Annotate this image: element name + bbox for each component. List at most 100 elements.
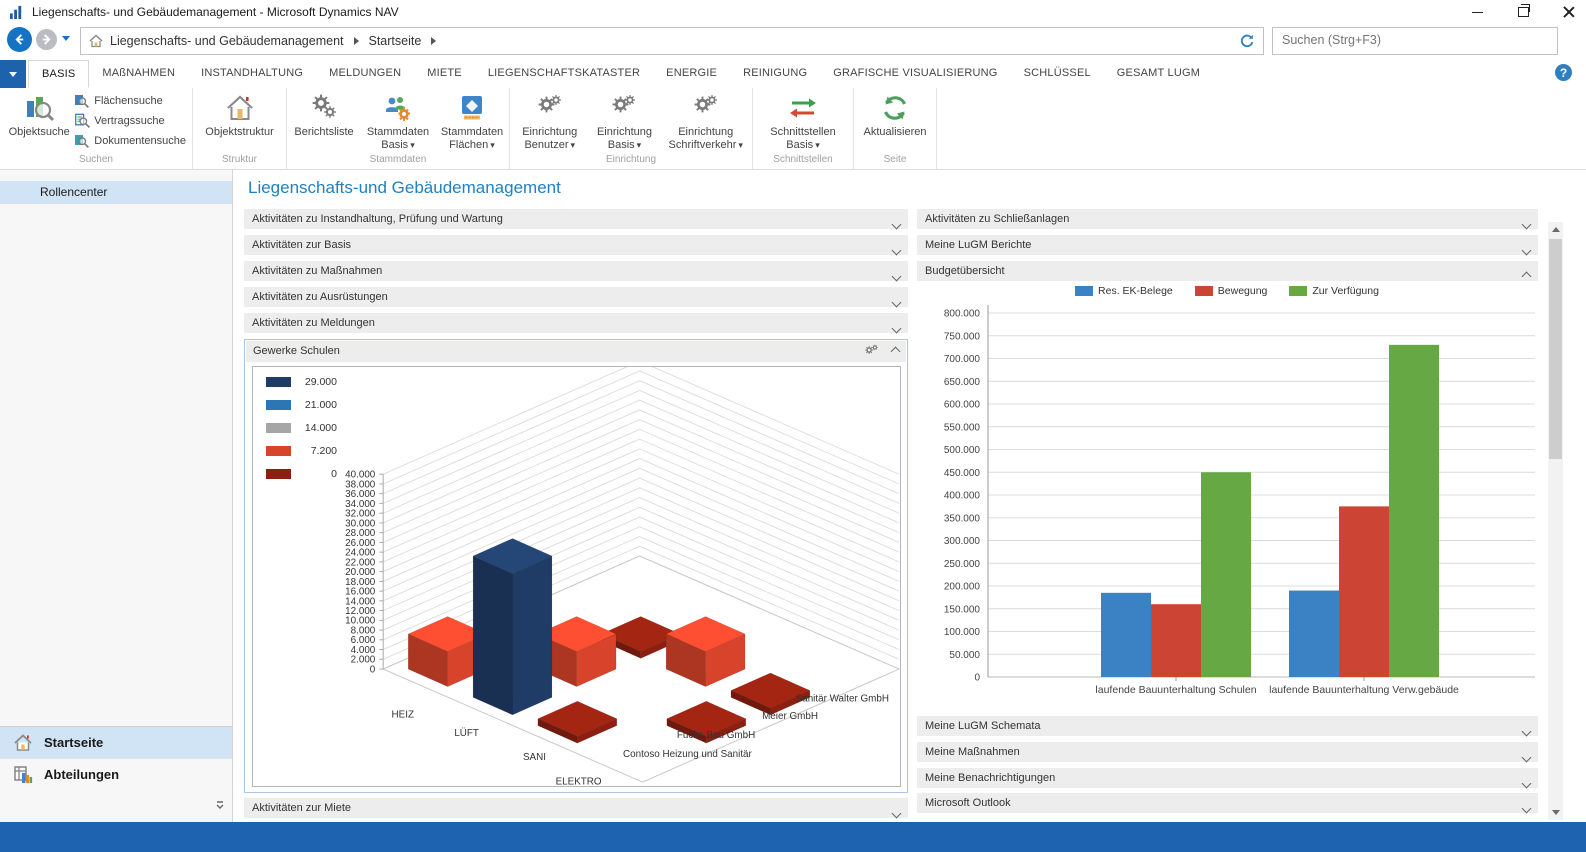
section-miete[interactable]: Aktivitäten zur Miete [244, 798, 908, 819]
chevron-down-icon [1521, 803, 1532, 814]
refresh-icon [880, 92, 910, 124]
tab-reinigung[interactable]: REINIGUNG [743, 67, 808, 79]
einrichtung-benutzer-button[interactable]: Einrichtung Benutzer [516, 90, 583, 154]
objektstruktur-button[interactable]: Objektstruktur [201, 90, 277, 141]
close-button[interactable] [1560, 3, 1578, 21]
back-button[interactable] [7, 27, 32, 52]
tab-massnahmen[interactable]: MAßNAHMEN [102, 67, 176, 79]
gewerke-schulen-chart: 29.000 21.000 14.000 7.200 0 0 2.000 4.000… [252, 366, 901, 787]
tab-meldungen[interactable]: MELDUNGEN [329, 67, 402, 79]
stammdaten-flaechen-button[interactable]: Stammdaten Flächen [439, 90, 505, 154]
svg-text:Meier GmbH: Meier GmbH [762, 711, 818, 722]
ribbon-group-stammdaten: Berichtsliste Stammdaten Basis [287, 88, 510, 169]
chevron-down-icon [891, 219, 902, 230]
aktualisieren-button[interactable]: Aktualisieren [860, 90, 930, 141]
section-basis[interactable]: Aktivitäten zur Basis [244, 235, 908, 256]
minimize-button[interactable] [1468, 3, 1486, 21]
ribbon-group-einrichtung: Einrichtung Benutzer Einrichtung Basis E… [510, 88, 753, 169]
vertical-scrollbar[interactable] [1548, 222, 1563, 820]
ribbon-group-struktur: Objektstruktur Struktur [193, 88, 287, 169]
group-label-schnittstellen: Schnittstellen [773, 154, 833, 165]
tab-energie[interactable]: ENERGIE [666, 67, 718, 79]
nav-collapse-button[interactable] [214, 798, 226, 816]
svg-text:100.000: 100.000 [944, 627, 981, 638]
chevron-up-icon[interactable] [890, 346, 901, 356]
help-icon[interactable]: ? [1555, 64, 1572, 81]
svg-text:250.000: 250.000 [944, 559, 981, 570]
section-lugm-schemata[interactable]: Meine LuGM Schemata [917, 716, 1538, 737]
scrollbar-thumb[interactable] [1549, 239, 1562, 459]
schnittstellen-basis-button[interactable]: Schnittstellen Basis [759, 90, 847, 154]
ribbon-group-seite: Aktualisieren Seite [854, 88, 937, 169]
scroll-down-button[interactable] [1548, 805, 1563, 820]
objektsuche-button[interactable]: Objektsuche [6, 90, 72, 141]
section-massnahmen[interactable]: Aktivitäten zu Maßnahmen [244, 261, 908, 282]
svg-text:SANI: SANI [523, 752, 546, 763]
einrichtung-basis-button[interactable]: Einrichtung Basis [591, 90, 657, 154]
vertragssuche-button[interactable]: Vertragssuche [74, 113, 186, 129]
group-label-struktur: Struktur [221, 154, 257, 165]
svg-text:28.000: 28.000 [345, 528, 376, 539]
svg-text:18.000: 18.000 [345, 577, 376, 588]
svg-text:30.000: 30.000 [345, 518, 376, 529]
address-bar: Liegenschafts- und Gebäudemanagement Sta… [0, 24, 1586, 60]
ribbon-group-schnittstellen: Schnittstellen Basis Schnittstellen [753, 88, 854, 169]
svg-text:10.000: 10.000 [345, 616, 376, 627]
section-instandhaltung[interactable]: Aktivitäten zu Instandhaltung, Prüfung u… [244, 209, 908, 230]
objektsuche-icon [24, 92, 55, 124]
section-microsoft-outlook[interactable]: Microsoft Outlook [917, 793, 1538, 814]
svg-text:38.000: 38.000 [345, 479, 376, 490]
scroll-up-button[interactable] [1548, 222, 1563, 237]
svg-text:laufende Bauunterhaltung Schul: laufende Bauunterhaltung Schulen [1095, 684, 1256, 696]
svg-text:32.000: 32.000 [345, 509, 376, 520]
gewerke-schulen-header[interactable]: Gewerke Schulen [246, 341, 906, 362]
section-budgetuebersicht[interactable]: Budgetübersicht [917, 261, 1538, 282]
history-dropdown[interactable] [62, 36, 70, 41]
svg-text:450.000: 450.000 [944, 468, 981, 479]
3d-bar-chart: 02.0004.0006.0008.00010.00012.00014.0001… [345, 367, 900, 786]
budget-chart-legend: Res. EK-Belege Bewegung Zur Verfügung [957, 285, 1497, 297]
budget-bar-chart: 0 50.000 100.000 150.000 200.000 250.000 300.0… [944, 305, 1535, 696]
berichtsliste-button[interactable]: Berichtsliste [291, 90, 357, 141]
breadcrumb-root[interactable]: Liegenschafts- und Gebäudemanagement [110, 34, 344, 48]
flaechensuche-button[interactable]: Flächensuche [74, 93, 186, 109]
breadcrumb-separator-icon[interactable] [353, 37, 359, 45]
breadcrumb: Liegenschafts- und Gebäudemanagement Sta… [80, 27, 1264, 55]
tab-basis[interactable]: BASIS [28, 60, 90, 88]
refresh-address-icon[interactable] [1239, 33, 1255, 49]
section-lugm-berichte[interactable]: Meine LuGM Berichte [917, 235, 1538, 256]
nav-item-abteilungen[interactable]: Abteilungen [0, 758, 232, 790]
breadcrumb-separator-icon[interactable] [431, 37, 437, 45]
nav-item-startseite[interactable]: Startseite [0, 726, 232, 758]
section-benachrichtigungen[interactable]: Meine Benachrichtigungen [917, 768, 1538, 789]
svg-text:650.000: 650.000 [944, 377, 981, 388]
einrichtung-schriftverkehr-button[interactable]: Einrichtung Schriftverkehr [665, 90, 746, 154]
section-meldungen[interactable]: Aktivitäten zu Meldungen [244, 313, 908, 334]
tab-miete[interactable]: MIETE [427, 67, 462, 79]
dokumentensuche-button[interactable]: Dokumentensuche [74, 133, 186, 149]
chart-options-gear-icon[interactable] [864, 344, 880, 358]
search-box [1272, 27, 1558, 55]
tab-grafische-visualisierung[interactable]: GRAFISCHE VISUALISIERUNG [833, 67, 998, 79]
svg-text:22.000: 22.000 [345, 557, 376, 568]
tab-gesamt-lugm[interactable]: GESAMT LUGM [1116, 67, 1201, 79]
restore-button[interactable] [1514, 3, 1532, 21]
breadcrumb-page[interactable]: Startseite [368, 34, 422, 48]
tab-liegenschaftskataster[interactable]: LIEGENSCHAFTSKATASTER [487, 67, 641, 79]
section-schliessanlagen[interactable]: Aktivitäten zu Schließanlagen [917, 209, 1538, 230]
forward-arrow-icon [42, 34, 51, 45]
chevron-down-icon [891, 297, 902, 308]
nav-item-rollencenter[interactable]: Rollencenter [0, 181, 232, 204]
section-meine-massnahmen[interactable]: Meine Maßnahmen [917, 742, 1538, 763]
dropdown-caret-icon [635, 139, 642, 151]
stammdaten-basis-button[interactable]: Stammdaten Basis [365, 90, 431, 154]
forward-button[interactable] [36, 29, 57, 50]
app-menu-button[interactable] [0, 60, 26, 88]
search-input[interactable] [1280, 32, 1554, 48]
section-ausruestungen[interactable]: Aktivitäten zu Ausrüstungen [244, 287, 908, 308]
dropdown-caret-icon [408, 139, 415, 151]
objektstruktur-icon [225, 92, 255, 124]
tab-schluessel[interactable]: SCHLÜSSEL [1023, 67, 1091, 79]
tab-instandhaltung[interactable]: INSTANDHALTUNG [201, 67, 304, 79]
startseite-home-icon [14, 733, 32, 751]
